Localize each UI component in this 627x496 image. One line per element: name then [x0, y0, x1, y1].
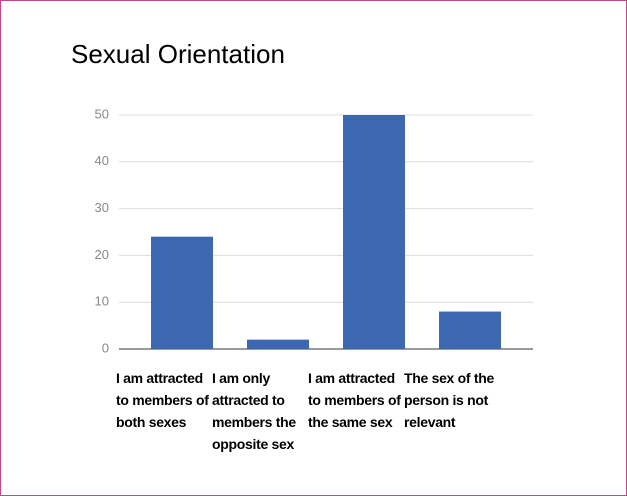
y-tick-label: 30: [95, 200, 109, 215]
y-tick-label: 50: [95, 106, 109, 121]
bar: [343, 115, 405, 349]
y-tick-label: 10: [95, 294, 109, 309]
bar: [151, 236, 213, 349]
x-tick-label: The sex of the person is not relevant: [404, 370, 494, 430]
y-tick-label: 0: [102, 340, 109, 355]
x-tick-label: I am only attracted to members the oppos…: [212, 370, 296, 452]
x-tick-label: I am attracted to members of both sexes: [116, 370, 209, 430]
y-tick-label: 40: [95, 153, 109, 168]
bar: [439, 311, 501, 349]
x-tick-label: I am attracted to members of the same se…: [308, 370, 401, 430]
chart-title: Sexual Orientation: [71, 39, 285, 69]
y-tick-label: 20: [95, 247, 109, 262]
bar: [247, 339, 309, 349]
